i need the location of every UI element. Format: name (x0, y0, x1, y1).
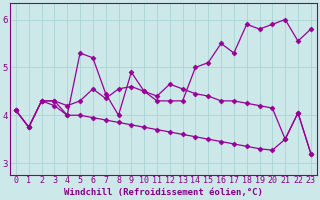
X-axis label: Windchill (Refroidissement éolien,°C): Windchill (Refroidissement éolien,°C) (64, 188, 263, 197)
